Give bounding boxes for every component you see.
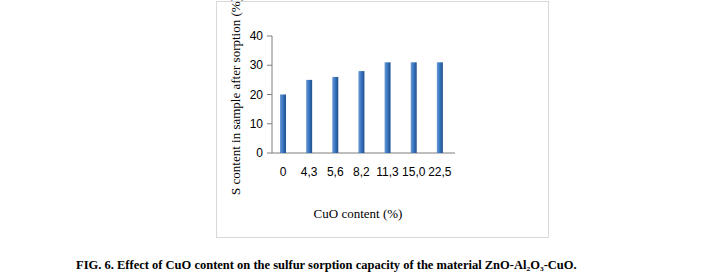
x-axis-label: CuO content (%) bbox=[314, 206, 403, 221]
bar bbox=[358, 71, 364, 153]
bar bbox=[332, 77, 338, 153]
bar bbox=[385, 62, 391, 153]
x-tick-label: 4,3 bbox=[301, 165, 318, 179]
bar bbox=[306, 80, 312, 153]
x-tick-label: 15,0 bbox=[402, 165, 426, 179]
y-tick bbox=[267, 153, 272, 154]
bar bbox=[280, 95, 286, 154]
y-tick bbox=[267, 36, 272, 37]
y-tick bbox=[267, 123, 272, 124]
chart: 0 10 20 30 40 0 4,3 5,6 8,2 11,315,022,5 CuO conte… bbox=[0, 0, 707, 279]
y-axis-label: S content in sample after sorption (%) bbox=[228, 0, 243, 195]
y-tick-label: 20 bbox=[250, 88, 264, 102]
bar bbox=[437, 62, 443, 153]
bars bbox=[280, 62, 443, 153]
caption: FIG. 6. Effect of CuO content on the sul… bbox=[76, 258, 577, 272]
x-tick-label: 22,5 bbox=[428, 165, 452, 179]
x-tick-label: 0 bbox=[280, 165, 287, 179]
y-tick-label: 0 bbox=[256, 146, 263, 160]
x-tick-label: 5,6 bbox=[327, 165, 344, 179]
bar bbox=[411, 62, 417, 153]
chart-frame bbox=[217, 2, 549, 238]
y-tick-label: 30 bbox=[250, 58, 264, 72]
y-tick bbox=[267, 65, 272, 66]
x-tick-label: 11,3 bbox=[376, 165, 399, 179]
x-tick-label: 8,2 bbox=[353, 165, 370, 179]
y-tick-label: 40 bbox=[250, 29, 264, 43]
y-tick bbox=[267, 94, 272, 95]
y-tick-label: 10 bbox=[250, 117, 264, 131]
